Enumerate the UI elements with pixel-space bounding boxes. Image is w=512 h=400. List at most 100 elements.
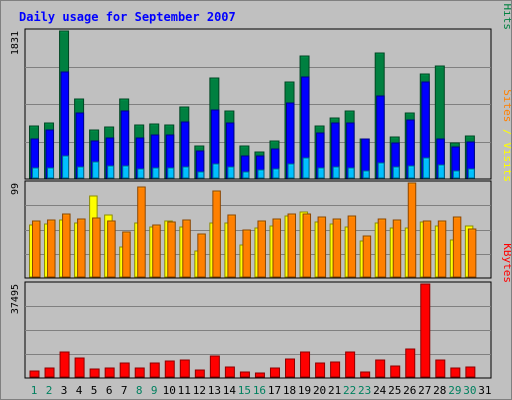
bar-kbytes-day-25: [390, 365, 401, 378]
bar-pages-day-25: [392, 166, 400, 179]
bar-sites-day-14: [227, 214, 236, 278]
bar-kbytes-day-27: [420, 283, 431, 378]
bar-pages-day-1: [32, 167, 39, 179]
x-tick-label-10: 10: [163, 384, 176, 397]
bar-kbytes-day-11: [179, 359, 190, 378]
x-tick-label-1: 1: [31, 384, 38, 397]
x-tick-label-13: 13: [208, 384, 221, 397]
bar-kbytes-day-23: [360, 371, 371, 378]
max-label-middle: 99: [10, 183, 21, 195]
bar-sites-day-5: [92, 217, 101, 278]
x-tick-label-8: 8: [136, 384, 143, 397]
bar-kbytes-day-29: [450, 367, 461, 378]
bar-pages-day-23: [362, 170, 370, 179]
bar-pages-day-3: [62, 155, 70, 179]
bar-kbytes-day-17: [269, 367, 280, 378]
bar-kbytes-day-26: [405, 348, 416, 378]
bar-kbytes-day-2: [44, 367, 55, 378]
bar-kbytes-day-18: [285, 358, 296, 378]
bar-kbytes-day-8: [134, 367, 145, 378]
bar-sites-day-26: [407, 182, 417, 278]
x-tick-label-5: 5: [91, 384, 98, 397]
bar-sites-day-11: [182, 219, 191, 278]
bar-kbytes-day-12: [194, 369, 205, 378]
x-tick-label-2: 2: [46, 384, 53, 397]
x-tick-label-29: 29: [448, 384, 461, 397]
bar-kbytes-day-19: [300, 351, 311, 378]
bar-sites-day-8: [137, 186, 146, 278]
x-tick-label-18: 18: [283, 384, 296, 397]
bar-kbytes-day-20: [315, 362, 326, 378]
bar-kbytes-day-4: [74, 357, 85, 378]
bar-kbytes-day-14: [224, 366, 235, 378]
bar-pages-day-6: [107, 165, 115, 179]
x-tick-label-16: 16: [253, 384, 266, 397]
legend-top: Pages / Files / Hits: [501, 1, 511, 30]
bar-pages-day-5: [92, 161, 100, 179]
panel-bottom: 37495 KBytes: [10, 243, 511, 379]
x-tick-label-31: 31: [478, 384, 491, 397]
bar-pages-day-30: [467, 168, 475, 179]
bar-kbytes-day-5: [89, 368, 100, 378]
bar-pages-day-15: [242, 171, 250, 179]
x-tick-label-26: 26: [403, 384, 416, 397]
bar-pages-day-16: [257, 169, 265, 179]
legend-middle: Sites / Visits: [501, 89, 511, 182]
bar-sites-day-19: [302, 213, 312, 278]
bar-kbytes-day-30: [465, 366, 476, 378]
bar-kbytes-day-7: [119, 362, 130, 378]
bar-pages-day-4: [77, 166, 85, 179]
x-tick-label-3: 3: [61, 384, 68, 397]
x-tick-label-30: 30: [463, 384, 476, 397]
legend-bottom-part-0: KBytes: [501, 243, 511, 283]
x-tick-label-15: 15: [238, 384, 251, 397]
bar-sites-day-24: [377, 218, 387, 278]
panel-top: 1831 Pages / Files / Hits: [10, 1, 511, 180]
bar-sites-day-29: [452, 216, 462, 278]
legend-top-part-3: /: [501, 1, 511, 4]
bar-sites-day-20: [317, 216, 327, 278]
bar-sites-day-25: [392, 219, 402, 278]
x-tick-label-7: 7: [121, 384, 128, 397]
x-tick-label-24: 24: [373, 384, 387, 397]
bar-pages-day-13: [212, 163, 220, 179]
chart-title: Daily usage for September 2007: [19, 10, 236, 24]
x-tick-label-12: 12: [193, 384, 206, 397]
bar-pages-day-10: [167, 167, 175, 179]
max-label-bottom: 37495: [10, 284, 21, 314]
x-tick-label-23: 23: [358, 384, 371, 397]
bar-pages-day-14: [227, 166, 235, 179]
bar-sites-day-3: [62, 213, 71, 278]
legend-middle-part-2: Visits: [501, 142, 511, 182]
panel-middle: 99 Sites / Visits: [10, 89, 511, 279]
bar-pages-day-11: [182, 166, 190, 179]
bar-pages-day-2: [47, 167, 55, 179]
bar-kbytes-day-16: [254, 372, 265, 378]
x-tick-label-14: 14: [223, 384, 237, 397]
bar-pages-day-19: [302, 157, 310, 179]
bar-sites-day-17: [272, 218, 281, 278]
x-tick-label-25: 25: [388, 384, 401, 397]
bar-sites-day-10: [167, 221, 176, 278]
bar-sites-day-18: [287, 213, 297, 278]
bar-sites-day-6: [107, 220, 116, 278]
legend-middle-part-0: Sites: [501, 89, 511, 122]
bar-sites-day-15: [242, 229, 251, 278]
bar-sites-day-13: [212, 190, 221, 278]
legend-middle-part-1: /: [501, 122, 511, 142]
bar-pages-day-20: [317, 167, 325, 179]
bar-sites-day-30: [467, 228, 477, 278]
bar-sites-day-1: [32, 220, 41, 278]
bar-pages-day-12: [197, 171, 205, 179]
bar-kbytes-day-13: [209, 355, 220, 378]
x-tick-label-17: 17: [268, 384, 281, 397]
bar-kbytes-day-6: [104, 367, 115, 378]
bar-sites-day-16: [257, 220, 266, 278]
x-tick-label-27: 27: [418, 384, 431, 397]
legend-top-part-4: Hits: [501, 4, 511, 31]
bar-kbytes-day-1: [29, 370, 40, 378]
bar-sites-day-2: [47, 219, 56, 278]
bar-sites-day-22: [347, 215, 357, 278]
x-tick-label-6: 6: [106, 384, 113, 397]
